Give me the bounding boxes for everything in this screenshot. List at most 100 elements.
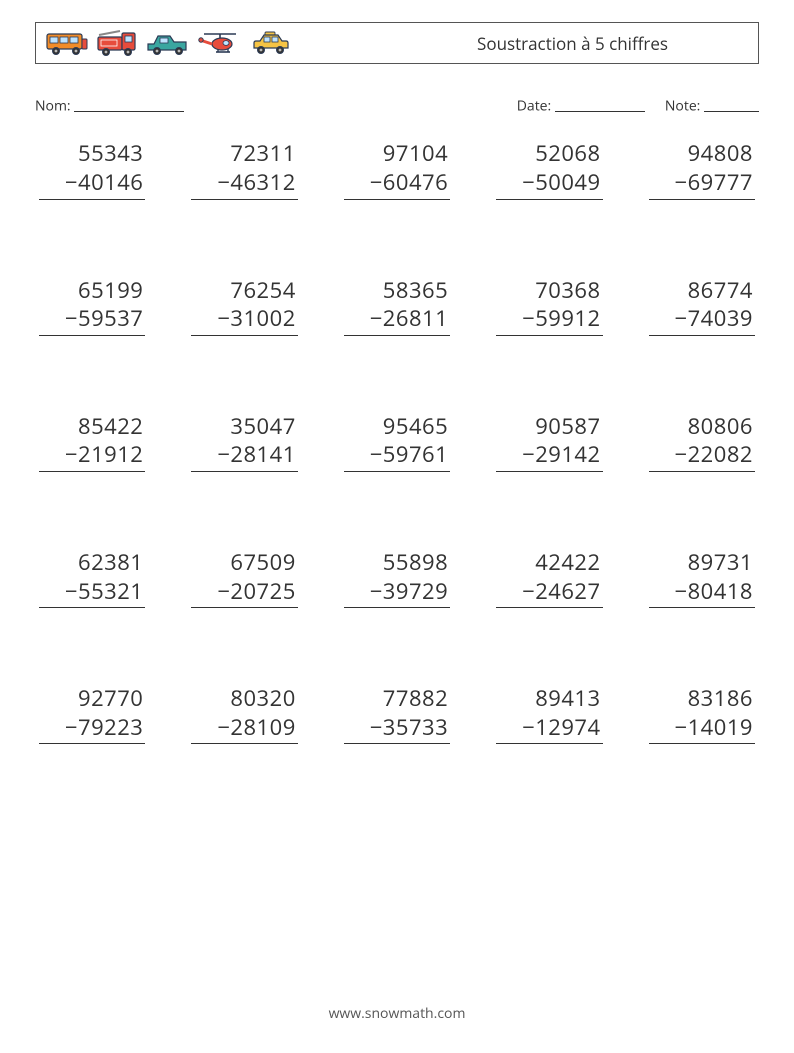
- answer-space[interactable]: [649, 200, 755, 222]
- answer-space[interactable]: [39, 744, 145, 766]
- problem: 70368−59912: [496, 276, 602, 358]
- answer-space[interactable]: [344, 336, 450, 358]
- problem: 80806−22082: [649, 412, 755, 494]
- name-label: Nom:: [35, 96, 71, 115]
- answer-space[interactable]: [39, 200, 145, 222]
- answer-space[interactable]: [496, 200, 602, 222]
- problem: 97104−60476: [344, 139, 450, 221]
- answer-space[interactable]: [649, 744, 755, 766]
- answer-space[interactable]: [496, 336, 602, 358]
- pickup-icon: [146, 30, 190, 56]
- taxi-icon: [250, 30, 290, 56]
- minuend: 76254: [191, 276, 297, 305]
- minuend: 65199: [39, 276, 145, 305]
- minuend: 90587: [496, 412, 602, 441]
- minuend: 55898: [344, 548, 450, 577]
- subtrahend: −22082: [649, 440, 755, 472]
- minuend: 55343: [39, 139, 145, 168]
- subtrahend: −59537: [39, 304, 145, 336]
- answer-space[interactable]: [191, 744, 297, 766]
- minuend: 92770: [39, 684, 145, 713]
- answer-space[interactable]: [344, 608, 450, 630]
- date-blank[interactable]: [555, 96, 645, 112]
- footer: www.snowmath.com: [0, 1004, 794, 1023]
- answer-space[interactable]: [191, 472, 297, 494]
- problem: 77882−35733: [344, 684, 450, 766]
- subtrahend: −28109: [191, 713, 297, 745]
- minuend: 58365: [344, 276, 450, 305]
- answer-space[interactable]: [344, 744, 450, 766]
- problem: 65199−59537: [39, 276, 145, 358]
- subtrahend: −14019: [649, 713, 755, 745]
- subtrahend: −12974: [496, 713, 602, 745]
- subtrahend: −79223: [39, 713, 145, 745]
- subtrahend: −26811: [344, 304, 450, 336]
- problem: 89413−12974: [496, 684, 602, 766]
- helicopter-icon: [198, 30, 242, 56]
- answer-space[interactable]: [649, 336, 755, 358]
- answer-space[interactable]: [496, 608, 602, 630]
- answer-space[interactable]: [649, 472, 755, 494]
- problem: 52068−50049: [496, 139, 602, 221]
- subtrahend: −59912: [496, 304, 602, 336]
- problem: 76254−31002: [191, 276, 297, 358]
- answer-space[interactable]: [191, 336, 297, 358]
- problem: 67509−20725: [191, 548, 297, 630]
- answer-space[interactable]: [191, 608, 297, 630]
- worksheet-header: Soustraction à 5 chiffres: [35, 22, 759, 64]
- answer-space[interactable]: [344, 200, 450, 222]
- minuend: 77882: [344, 684, 450, 713]
- problem: 58365−26811: [344, 276, 450, 358]
- minuend: 52068: [496, 139, 602, 168]
- subtrahend: −31002: [191, 304, 297, 336]
- worksheet-title: Soustraction à 5 chiffres: [477, 32, 748, 55]
- minuend: 35047: [191, 412, 297, 441]
- minuend: 72311: [191, 139, 297, 168]
- minuend: 42422: [496, 548, 602, 577]
- minuend: 83186: [649, 684, 755, 713]
- problem: 90587−29142: [496, 412, 602, 494]
- firetruck-icon: [96, 29, 138, 57]
- answer-space[interactable]: [39, 336, 145, 358]
- answer-space[interactable]: [496, 472, 602, 494]
- subtrahend: −40146: [39, 168, 145, 200]
- subtrahend: −80418: [649, 577, 755, 609]
- info-row: Nom: Date: Note:: [35, 94, 759, 115]
- minuend: 89731: [649, 548, 755, 577]
- note-blank[interactable]: [704, 96, 759, 112]
- answer-space[interactable]: [191, 200, 297, 222]
- subtrahend: −20725: [191, 577, 297, 609]
- subtrahend: −39729: [344, 577, 450, 609]
- subtrahend: −28141: [191, 440, 297, 472]
- subtrahend: −21912: [39, 440, 145, 472]
- minuend: 67509: [191, 548, 297, 577]
- problem: 55343−40146: [39, 139, 145, 221]
- minuend: 97104: [344, 139, 450, 168]
- problem: 86774−74039: [649, 276, 755, 358]
- problem: 89731−80418: [649, 548, 755, 630]
- answer-space[interactable]: [496, 744, 602, 766]
- answer-space[interactable]: [39, 608, 145, 630]
- minuend: 70368: [496, 276, 602, 305]
- subtrahend: −74039: [649, 304, 755, 336]
- footer-url: www.snowmath.com: [329, 1004, 466, 1023]
- subtrahend: −69777: [649, 168, 755, 200]
- minuend: 85422: [39, 412, 145, 441]
- name-blank[interactable]: [74, 96, 184, 112]
- answer-space[interactable]: [344, 472, 450, 494]
- problem: 95465−59761: [344, 412, 450, 494]
- minuend: 95465: [344, 412, 450, 441]
- subtrahend: −29142: [496, 440, 602, 472]
- problem: 72311−46312: [191, 139, 297, 221]
- problem: 92770−79223: [39, 684, 145, 766]
- minuend: 80320: [191, 684, 297, 713]
- subtrahend: −55321: [39, 577, 145, 609]
- note-label: Note:: [665, 96, 701, 115]
- vehicle-icons: [46, 29, 290, 57]
- problem: 80320−28109: [191, 684, 297, 766]
- subtrahend: −24627: [496, 577, 602, 609]
- name-field: Nom:: [35, 94, 184, 115]
- problem: 85422−21912: [39, 412, 145, 494]
- answer-space[interactable]: [39, 472, 145, 494]
- answer-space[interactable]: [649, 608, 755, 630]
